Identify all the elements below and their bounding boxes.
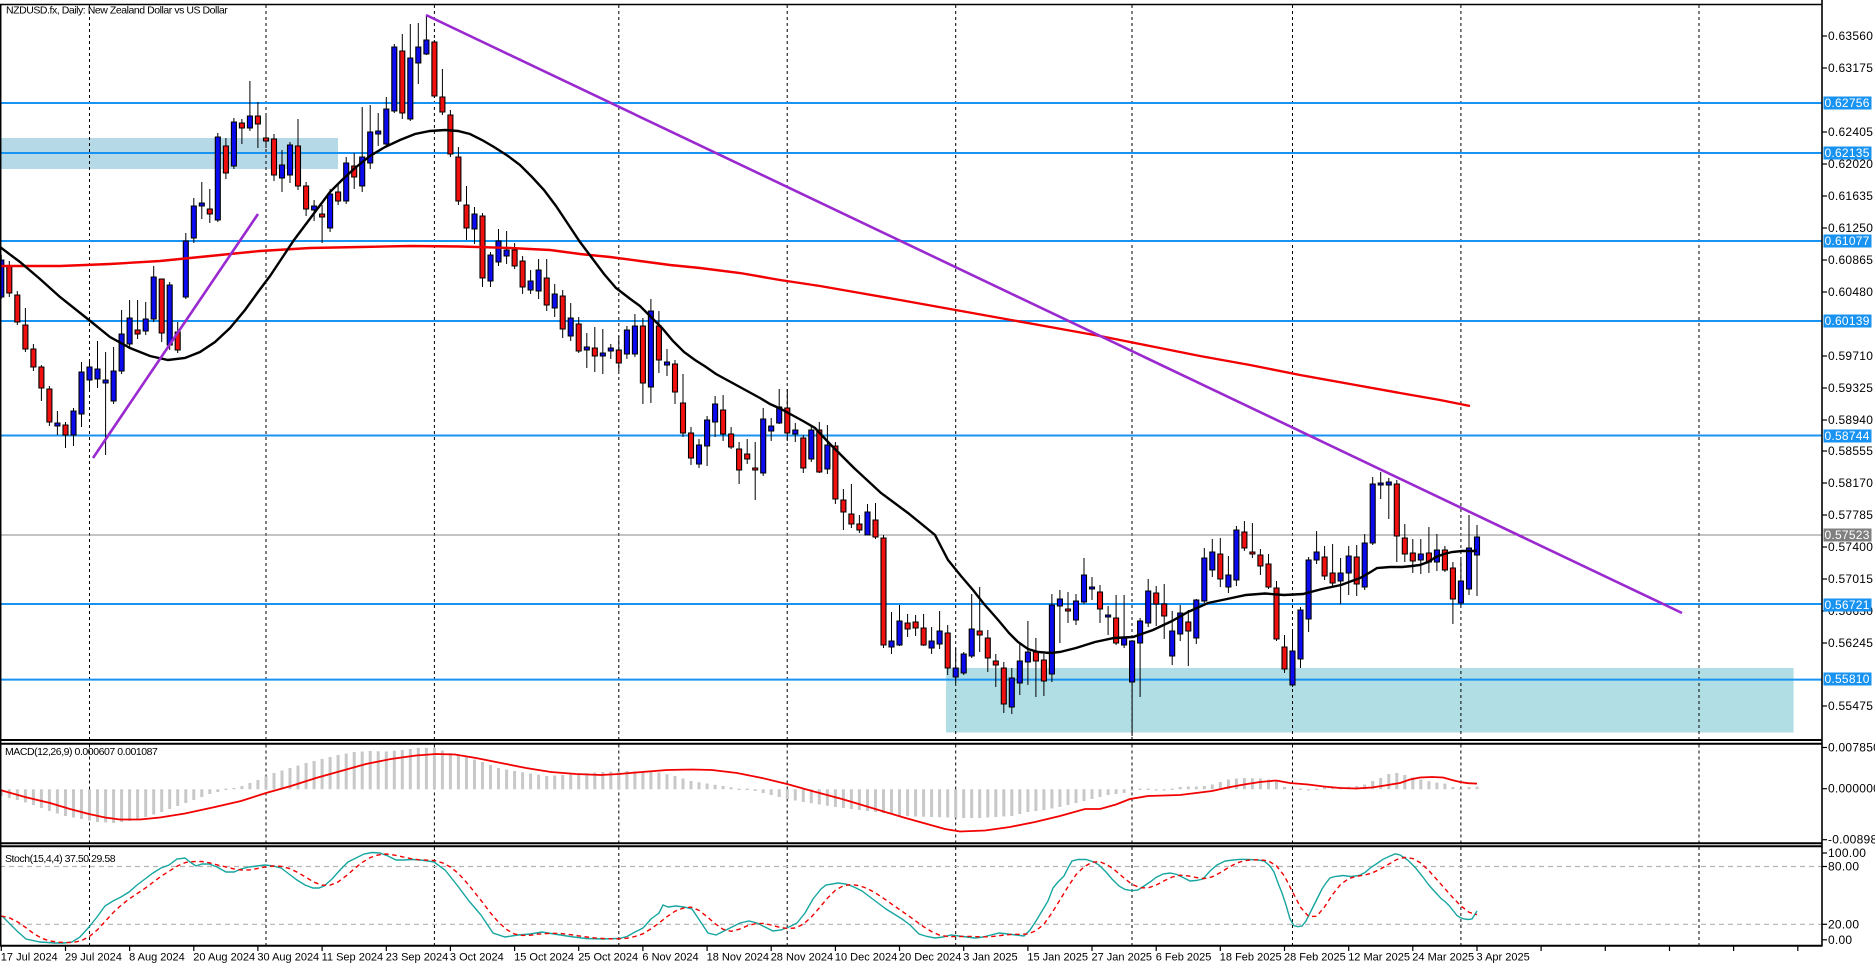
svg-text:20.00: 20.00: [1828, 917, 1859, 931]
svg-text:30 Aug 2024: 30 Aug 2024: [257, 952, 319, 964]
svg-text:100.00: 100.00: [1828, 846, 1866, 860]
svg-text:0.58170: 0.58170: [1828, 476, 1873, 490]
svg-text:0.59710: 0.59710: [1828, 349, 1873, 363]
svg-text:-0.008983: -0.008983: [1828, 833, 1875, 847]
svg-text:0.55475: 0.55475: [1828, 699, 1873, 713]
svg-text:28 Nov 2024: 28 Nov 2024: [771, 952, 833, 964]
svg-text:0.57400: 0.57400: [1828, 540, 1873, 554]
svg-text:15 Oct 2024: 15 Oct 2024: [514, 952, 574, 964]
svg-text:NZDUSD.fx, Daily: New Zealand: NZDUSD.fx, Daily: New Zealand Dollar vs …: [6, 5, 228, 17]
svg-text:0.62756: 0.62756: [1825, 96, 1870, 110]
svg-text:0.57785: 0.57785: [1828, 508, 1873, 522]
svg-text:0.59325: 0.59325: [1828, 381, 1873, 395]
svg-text:20 Dec 2024: 20 Dec 2024: [899, 952, 961, 964]
svg-text:25 Oct 2024: 25 Oct 2024: [578, 952, 638, 964]
svg-text:3 Oct 2024: 3 Oct 2024: [450, 952, 504, 964]
svg-text:29 Jul 2024: 29 Jul 2024: [65, 952, 122, 964]
svg-text:0.000000: 0.000000: [1828, 782, 1875, 796]
svg-text:Stoch(15,4,4) 37.50 29.58: Stoch(15,4,4) 37.50 29.58: [5, 853, 116, 865]
svg-text:0.58744: 0.58744: [1825, 429, 1870, 443]
svg-text:0.62135: 0.62135: [1825, 146, 1870, 160]
svg-text:11 Sep 2024: 11 Sep 2024: [322, 952, 384, 964]
svg-text:0.63175: 0.63175: [1828, 61, 1873, 75]
svg-text:0.60480: 0.60480: [1828, 285, 1873, 299]
svg-text:3 Apr 2025: 3 Apr 2025: [1477, 952, 1530, 964]
svg-text:18 Nov 2024: 18 Nov 2024: [707, 952, 769, 964]
svg-text:3 Jan 2025: 3 Jan 2025: [963, 952, 1017, 964]
svg-text:20 Aug 2024: 20 Aug 2024: [193, 952, 255, 964]
svg-text:0.55810: 0.55810: [1825, 672, 1870, 686]
svg-text:0.58555: 0.58555: [1828, 444, 1873, 458]
svg-text:23 Sep 2024: 23 Sep 2024: [386, 952, 448, 964]
svg-text:80.00: 80.00: [1828, 860, 1859, 874]
svg-text:0.62405: 0.62405: [1828, 125, 1873, 139]
svg-text:28 Feb 2025: 28 Feb 2025: [1284, 952, 1346, 964]
svg-text:27 Jan 2025: 27 Jan 2025: [1092, 952, 1153, 964]
svg-text:0.58940: 0.58940: [1828, 413, 1873, 427]
svg-text:0.63560: 0.63560: [1828, 29, 1873, 43]
svg-text:6 Feb 2025: 6 Feb 2025: [1156, 952, 1212, 964]
svg-text:17 Jul 2024: 17 Jul 2024: [1, 952, 58, 964]
svg-text:0.007850: 0.007850: [1828, 741, 1875, 755]
svg-text:0.60865: 0.60865: [1828, 253, 1873, 267]
svg-text:6 Nov 2024: 6 Nov 2024: [642, 952, 698, 964]
svg-text:10 Dec 2024: 10 Dec 2024: [835, 952, 897, 964]
svg-text:0.62020: 0.62020: [1828, 157, 1873, 171]
svg-text:0.56721: 0.56721: [1825, 598, 1870, 612]
svg-text:15 Jan 2025: 15 Jan 2025: [1027, 952, 1088, 964]
svg-text:0.61635: 0.61635: [1828, 189, 1873, 203]
svg-text:12 Mar 2025: 12 Mar 2025: [1348, 952, 1410, 964]
svg-text:0.00: 0.00: [1828, 933, 1852, 947]
svg-text:0.61250: 0.61250: [1828, 221, 1873, 235]
svg-text:0.56245: 0.56245: [1828, 636, 1873, 650]
svg-text:0.57523: 0.57523: [1825, 528, 1870, 542]
svg-text:0.61077: 0.61077: [1825, 234, 1870, 248]
svg-text:8 Aug 2024: 8 Aug 2024: [129, 952, 185, 964]
svg-text:18 Feb 2025: 18 Feb 2025: [1220, 952, 1282, 964]
svg-text:0.60139: 0.60139: [1825, 314, 1870, 328]
svg-text:0.57015: 0.57015: [1828, 572, 1873, 586]
svg-text:MACD(12,26,9) 0.000607 0.00108: MACD(12,26,9) 0.000607 0.001087: [5, 746, 158, 758]
svg-text:24 Mar 2025: 24 Mar 2025: [1412, 952, 1474, 964]
